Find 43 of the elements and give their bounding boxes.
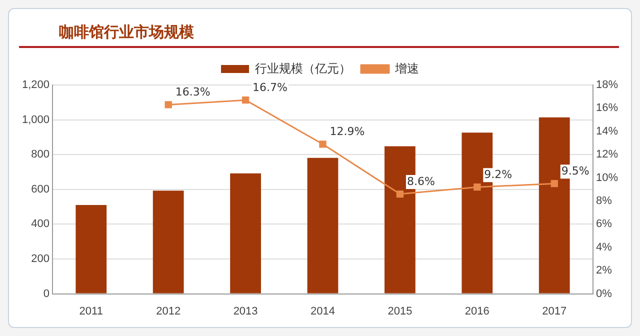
data-label: 9.5% <box>561 164 590 178</box>
point <box>319 140 326 148</box>
legend-label: 行业规模（亿元） <box>255 61 351 76</box>
y-tick-label: 1,200 <box>22 79 50 92</box>
y-tick-label: 600 <box>31 183 50 196</box>
y2-tick-label: 10% <box>596 172 618 184</box>
data-label: 16.3% <box>175 86 210 99</box>
y2-tick-label: 14% <box>596 125 618 138</box>
x-tick-label: 2014 <box>310 305 335 318</box>
y2-tick-label: 18% <box>596 79 618 92</box>
y-tick-label: 800 <box>31 148 50 161</box>
y2-tick-label: 16% <box>596 102 618 114</box>
x-tick-label: 2011 <box>79 305 103 318</box>
y-tick-label: 0 <box>43 288 50 300</box>
y2-tick-label: 6% <box>596 218 612 230</box>
data-label: 16.7% <box>252 80 288 94</box>
y2-tick-label: 12% <box>596 148 618 161</box>
data-label: 9.2% <box>484 168 512 181</box>
point <box>396 190 404 198</box>
chart-title: 咖啡馆行业市场规模 <box>59 23 194 42</box>
y2-tick-label: 4% <box>596 241 612 254</box>
data-label: 12.9% <box>330 125 365 138</box>
y-tick-label: 400 <box>31 218 50 230</box>
x-tick-label: 2012 <box>156 305 181 318</box>
bar <box>152 190 184 294</box>
point <box>474 184 481 191</box>
data-label: 8.6% <box>406 174 435 188</box>
y2-tick-label: 2% <box>596 264 612 277</box>
point <box>164 101 172 108</box>
y2-tick-label: 0% <box>596 288 612 300</box>
y-tick-label: 200 <box>31 253 50 266</box>
x-tick-label: 2017 <box>542 305 567 318</box>
point <box>242 96 250 104</box>
bar <box>307 158 338 294</box>
x-tick-label: 2016 <box>464 305 490 318</box>
x-tick-label: 2013 <box>233 305 258 318</box>
legend-label: 增速 <box>394 61 419 76</box>
bar <box>76 205 107 294</box>
y-tick-label: 1,000 <box>22 114 50 126</box>
bar <box>230 173 261 294</box>
x-tick-label: 2015 <box>388 305 412 318</box>
point <box>550 180 558 188</box>
y2-tick-label: 8% <box>596 195 612 208</box>
